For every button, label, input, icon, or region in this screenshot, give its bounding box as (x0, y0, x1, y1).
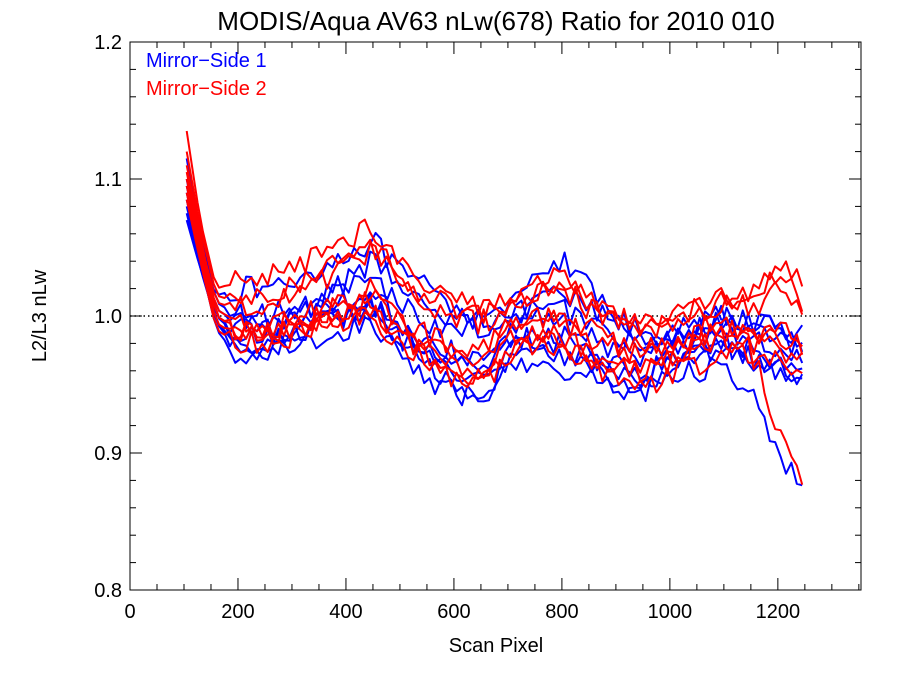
x-tick-label: 600 (437, 601, 470, 623)
y-tick-label: 1.2 (94, 32, 122, 54)
mirror-side-1-series-line (185, 199, 803, 487)
x-tick-label: 1200 (756, 601, 801, 623)
mirror-side-2-series-line (185, 199, 803, 394)
mirror-side-1-series-line (185, 192, 804, 400)
mirror-side-2-series-line (185, 171, 804, 339)
y-tick-label: 0.9 (94, 443, 122, 465)
x-tick-label: 0 (124, 601, 135, 623)
mirror-side-2-series-line (185, 185, 803, 364)
axis-ticks (129, 41, 861, 591)
mirror-side-1-series-line (185, 213, 803, 388)
x-axis-label: Scan Pixel (449, 635, 544, 657)
x-tick-labels: 0 200 400 600 800 1000 1200 (124, 601, 800, 623)
x-tick-label: 400 (329, 601, 362, 623)
x-tick-label: 200 (221, 601, 254, 623)
y-tick-label: 1.1 (94, 169, 122, 191)
x-tick-label: 1000 (648, 601, 693, 623)
x-tick-label: 800 (545, 601, 578, 623)
legend: Mirror−Side 1 Mirror−Side 2 (146, 50, 267, 100)
y-tick-label: 1.0 (94, 306, 122, 328)
legend-entry-mirror-side-1: Mirror−Side 1 (146, 50, 267, 72)
series-lines (185, 130, 804, 487)
legend-entry-mirror-side-2: Mirror−Side 2 (146, 78, 267, 100)
y-axis-label: L2/L3 nLw (29, 269, 51, 362)
chart-title: MODIS/Aqua AV63 nLw(678) Ratio for 2010 … (217, 6, 774, 36)
y-tick-labels: 0.8 0.9 1.0 1.1 1.2 (94, 32, 122, 602)
y-tick-label: 0.8 (94, 580, 122, 602)
mirror-side-2-series-line (185, 192, 803, 380)
mirror-side-2-series-line (185, 151, 804, 334)
